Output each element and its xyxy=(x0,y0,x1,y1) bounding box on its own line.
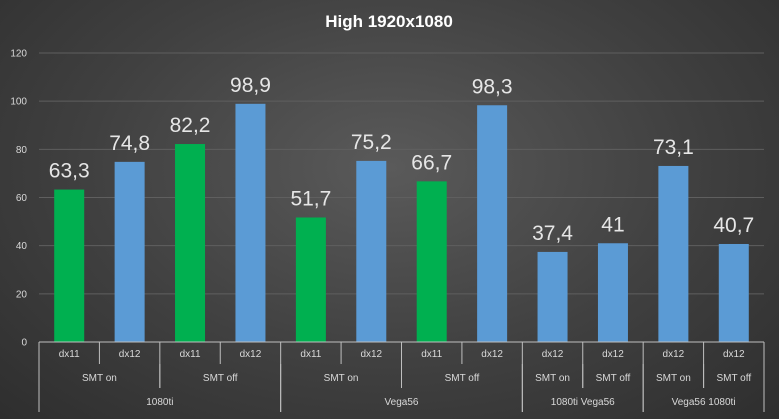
bar xyxy=(54,189,85,342)
x-tick-gpu: Vega56 xyxy=(385,397,419,408)
bar xyxy=(295,217,326,342)
data-label: 82,2 xyxy=(170,114,211,137)
x-tick-api: dx12 xyxy=(602,349,624,360)
x-tick-smt: SMT on xyxy=(656,373,691,384)
bar xyxy=(537,251,568,342)
data-label: 98,9 xyxy=(230,74,271,97)
bar xyxy=(718,243,749,342)
bar xyxy=(416,181,447,342)
y-tick-label: 0 xyxy=(21,338,27,349)
y-axis-ticks: 0 20 40 60 80 100 120 xyxy=(10,49,27,349)
bar xyxy=(235,103,266,343)
data-label: 74,8 xyxy=(109,132,150,155)
bar xyxy=(597,243,628,342)
x-tick-api: dx12 xyxy=(542,349,564,360)
x-tick-smt: SMT off xyxy=(596,373,631,384)
x-tick-api: dx11 xyxy=(421,349,442,360)
data-label: 37,4 xyxy=(532,222,573,245)
data-label: 66,7 xyxy=(411,151,452,174)
x-tick-smt: SMT on xyxy=(535,373,570,384)
y-tick-label: 40 xyxy=(16,241,28,252)
y-tick-label: 20 xyxy=(16,289,28,300)
data-label: 75,2 xyxy=(351,131,392,154)
bars xyxy=(54,103,749,343)
x-tick-gpu: Vega56 1080ti xyxy=(672,397,736,408)
x-tick-api: dx12 xyxy=(240,349,262,360)
x-tick-api: dx12 xyxy=(481,349,503,360)
y-tick-label: 100 xyxy=(10,97,27,108)
x-tick-api: dx12 xyxy=(119,349,141,360)
y-tick-label: 80 xyxy=(16,145,28,156)
chart-title: High 1920x1080 xyxy=(325,12,453,31)
data-label: 51,7 xyxy=(290,187,331,210)
x-tick-api: dx11 xyxy=(59,349,80,360)
data-label: 63,3 xyxy=(49,160,90,183)
x-tick-smt: SMT off xyxy=(445,373,480,384)
x-tick-api: dx11 xyxy=(180,349,201,360)
x-axis: dx11 dx12 dx11 dx12 dx11 dx12 dx11 dx12 dx12 dx12… xyxy=(38,341,765,412)
data-label: 40,7 xyxy=(713,214,754,237)
data-label: 73,1 xyxy=(653,136,694,159)
x-tick-gpu: 1080ti Vega56 xyxy=(551,397,615,408)
x-tick-api: dx12 xyxy=(360,349,382,360)
x-tick-api: dx12 xyxy=(663,349,685,360)
x-tick-gpu: 1080ti xyxy=(146,397,173,408)
x-tick-smt: SMT on xyxy=(324,373,359,384)
x-tick-api: dx11 xyxy=(300,349,321,360)
bar xyxy=(114,161,145,342)
data-label: 98,3 xyxy=(472,75,513,98)
bar xyxy=(175,144,206,342)
x-tick-smt: SMT off xyxy=(203,373,238,384)
data-labels: 63,3 74,8 82,2 98,9 51,7 75,2 66,7 98,3 37,4 41 73… xyxy=(49,74,754,245)
bar xyxy=(356,160,387,342)
x-tick-api: dx12 xyxy=(723,349,745,360)
data-label: 41 xyxy=(601,213,624,236)
grid-lines xyxy=(39,52,764,295)
y-tick-label: 60 xyxy=(16,193,28,204)
y-tick-label: 120 xyxy=(10,49,27,60)
bar xyxy=(477,105,508,342)
x-tick-smt: SMT off xyxy=(716,373,751,384)
x-tick-smt: SMT on xyxy=(82,373,117,384)
bar xyxy=(658,165,689,342)
